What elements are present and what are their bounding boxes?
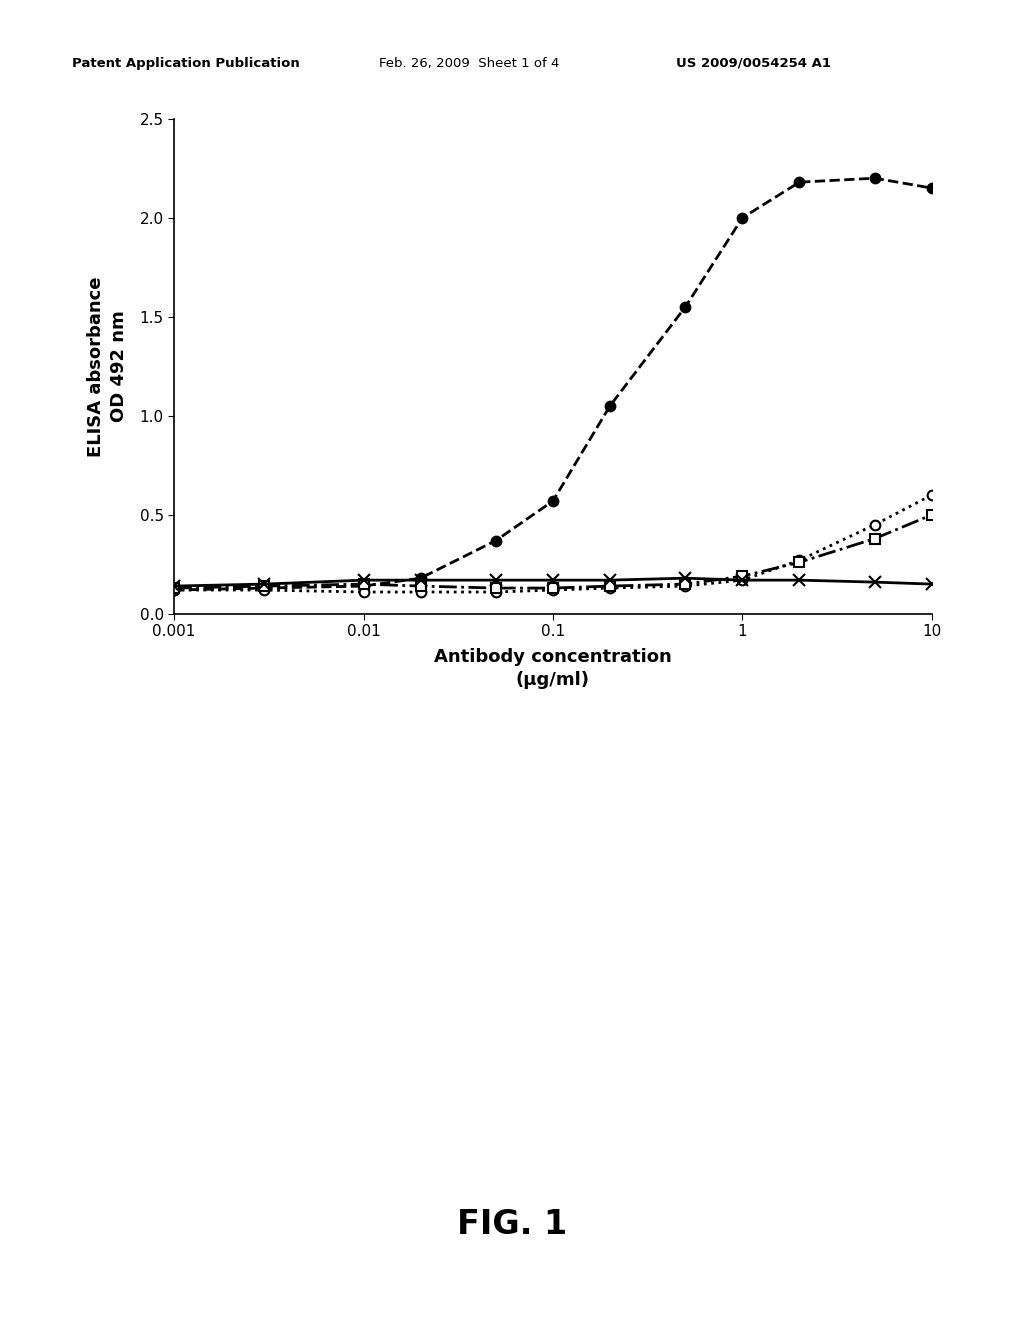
X-axis label: Antibody concentration
(μg/ml): Antibody concentration (μg/ml) (434, 648, 672, 689)
Text: Patent Application Publication: Patent Application Publication (72, 57, 299, 70)
Y-axis label: ELISA absorbance
OD 492 nm: ELISA absorbance OD 492 nm (87, 276, 128, 457)
Text: FIG. 1: FIG. 1 (457, 1209, 567, 1241)
Text: Feb. 26, 2009  Sheet 1 of 4: Feb. 26, 2009 Sheet 1 of 4 (379, 57, 559, 70)
Text: US 2009/0054254 A1: US 2009/0054254 A1 (676, 57, 830, 70)
